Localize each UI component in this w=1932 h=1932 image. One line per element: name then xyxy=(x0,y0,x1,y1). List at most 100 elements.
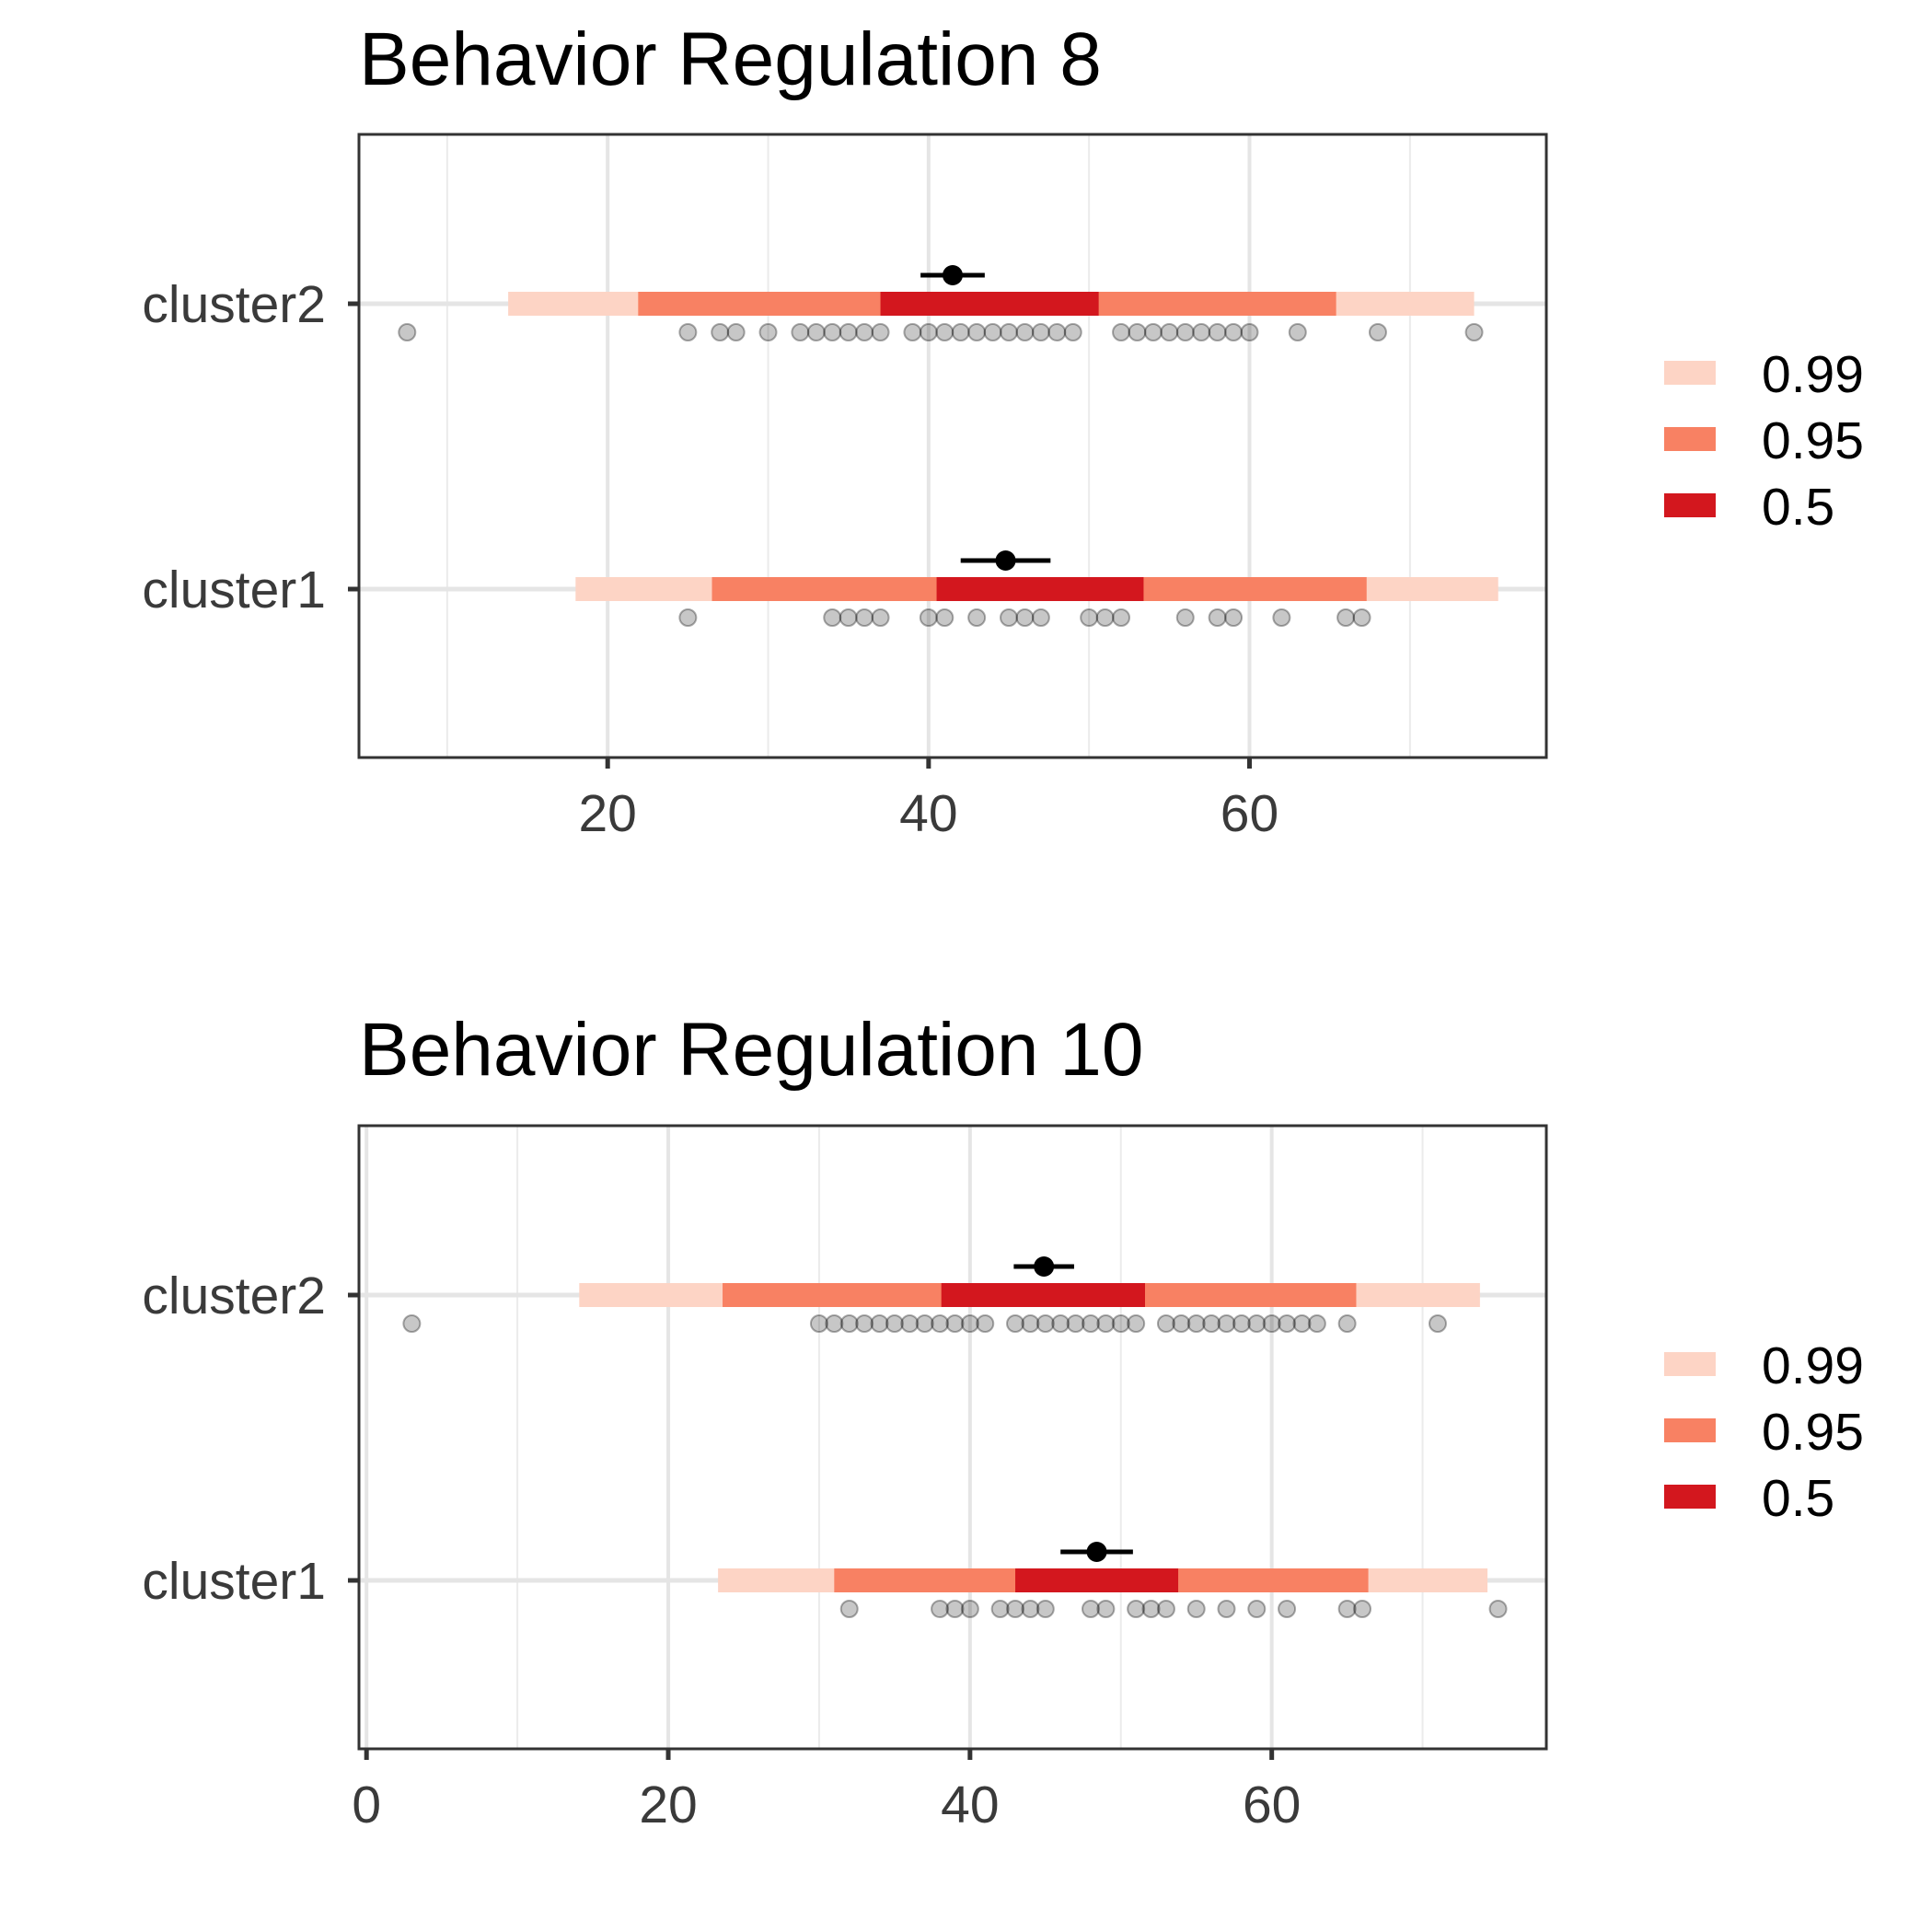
y-tick-label: cluster1 xyxy=(142,561,326,619)
chart-panel-2: Behavior Regulation 10 cluster2 cluster1 0 2… xyxy=(142,1008,1864,1834)
x-tick-label: 20 xyxy=(639,1776,697,1834)
data-point xyxy=(1240,323,1259,341)
data-point xyxy=(1172,1314,1191,1333)
data-point xyxy=(1488,1600,1508,1618)
data-point xyxy=(1000,608,1019,627)
data-point xyxy=(1247,1600,1267,1618)
interval-bar-0_5 xyxy=(880,292,1099,316)
data-point xyxy=(983,323,1002,341)
legend-key-0_95 xyxy=(1664,427,1716,451)
data-point xyxy=(1031,608,1050,627)
plot-border xyxy=(357,1124,1548,1751)
data-point xyxy=(1337,1314,1357,1333)
data-point xyxy=(1096,1600,1116,1618)
data-point xyxy=(919,608,938,627)
data-point xyxy=(398,323,417,341)
data-point xyxy=(1127,1314,1146,1333)
data-point xyxy=(1262,1314,1281,1333)
data-point xyxy=(1247,1314,1267,1333)
estimate-point xyxy=(995,550,1016,571)
data-point xyxy=(915,1314,934,1333)
data-point xyxy=(1353,1600,1372,1618)
y-tick-label: cluster2 xyxy=(142,1267,326,1325)
legend-key-0_99 xyxy=(1664,361,1716,385)
data-point xyxy=(1232,1314,1251,1333)
data-point xyxy=(839,1314,859,1333)
legend-label: 0.5 xyxy=(1762,1469,1834,1528)
data-point xyxy=(1160,323,1179,341)
data-point xyxy=(678,323,698,341)
series-cluster1 xyxy=(575,550,1498,627)
data-point xyxy=(1081,1600,1100,1618)
data-point xyxy=(1278,1600,1297,1618)
data-point xyxy=(1224,608,1244,627)
x-tick-label: 60 xyxy=(1243,1776,1301,1834)
legend-label: 0.99 xyxy=(1762,1336,1864,1395)
data-point xyxy=(806,323,826,341)
data-point xyxy=(1095,608,1115,627)
data-point xyxy=(1288,323,1307,341)
data-point xyxy=(1047,323,1067,341)
plot-background xyxy=(359,1126,1546,1749)
interval-bar-0_5 xyxy=(936,577,1144,601)
estimate-point xyxy=(1086,1542,1107,1562)
data-point xyxy=(967,323,987,341)
legend-label: 0.5 xyxy=(1762,478,1834,537)
data-point xyxy=(402,1314,422,1333)
x-tick-label: 40 xyxy=(941,1776,999,1834)
series-cluster2 xyxy=(398,265,1484,341)
data-point xyxy=(823,323,842,341)
data-point xyxy=(678,608,698,627)
data-point xyxy=(1081,1314,1100,1333)
data-point xyxy=(870,1314,889,1333)
data-point xyxy=(935,608,954,627)
data-point xyxy=(1021,1314,1040,1333)
data-point xyxy=(1006,1600,1025,1618)
legend-key-0_5 xyxy=(1664,493,1716,517)
data-point xyxy=(809,1314,828,1333)
data-point xyxy=(1278,1314,1297,1333)
data-point xyxy=(1051,1314,1070,1333)
data-point xyxy=(855,608,874,627)
data-point xyxy=(1111,1314,1130,1333)
data-point xyxy=(1175,323,1195,341)
data-point xyxy=(1175,608,1195,627)
series-cluster2 xyxy=(402,1256,1480,1333)
data-point xyxy=(711,323,730,341)
data-point xyxy=(1156,1600,1175,1618)
x-tick-label: 40 xyxy=(899,784,957,843)
data-point xyxy=(951,323,970,341)
data-point xyxy=(1217,1314,1236,1333)
data-point xyxy=(1202,1314,1221,1333)
data-point xyxy=(1156,1314,1175,1333)
data-point xyxy=(976,1314,995,1333)
data-point xyxy=(1272,608,1291,627)
data-point xyxy=(919,323,938,341)
plot-background xyxy=(359,134,1546,758)
data-point xyxy=(1063,323,1082,341)
data-point xyxy=(1352,608,1371,627)
data-point xyxy=(1292,1314,1312,1333)
data-point xyxy=(1217,1600,1236,1618)
plot-border xyxy=(357,133,1548,759)
estimate-point xyxy=(1034,1256,1055,1277)
estimate-point xyxy=(943,265,963,285)
data-point xyxy=(839,608,858,627)
chart-panel-1: Behavior Regulation 8 cluster2 cluster1 20 4… xyxy=(142,17,1864,843)
legend-key-0_5 xyxy=(1664,1485,1716,1509)
data-point xyxy=(791,323,810,341)
data-point xyxy=(1035,1314,1055,1333)
data-point xyxy=(855,1314,874,1333)
data-point xyxy=(825,1314,844,1333)
legend-label: 0.99 xyxy=(1762,345,1864,404)
interval-bar-0_5 xyxy=(1015,1568,1179,1592)
legend: 0.99 0.95 0.5 xyxy=(1664,345,1864,537)
data-point xyxy=(935,323,954,341)
chart-title: Behavior Regulation 8 xyxy=(359,17,1102,101)
data-point xyxy=(931,1600,950,1618)
data-point xyxy=(871,608,890,627)
data-point xyxy=(1208,608,1227,627)
series-cluster1 xyxy=(718,1542,1508,1618)
